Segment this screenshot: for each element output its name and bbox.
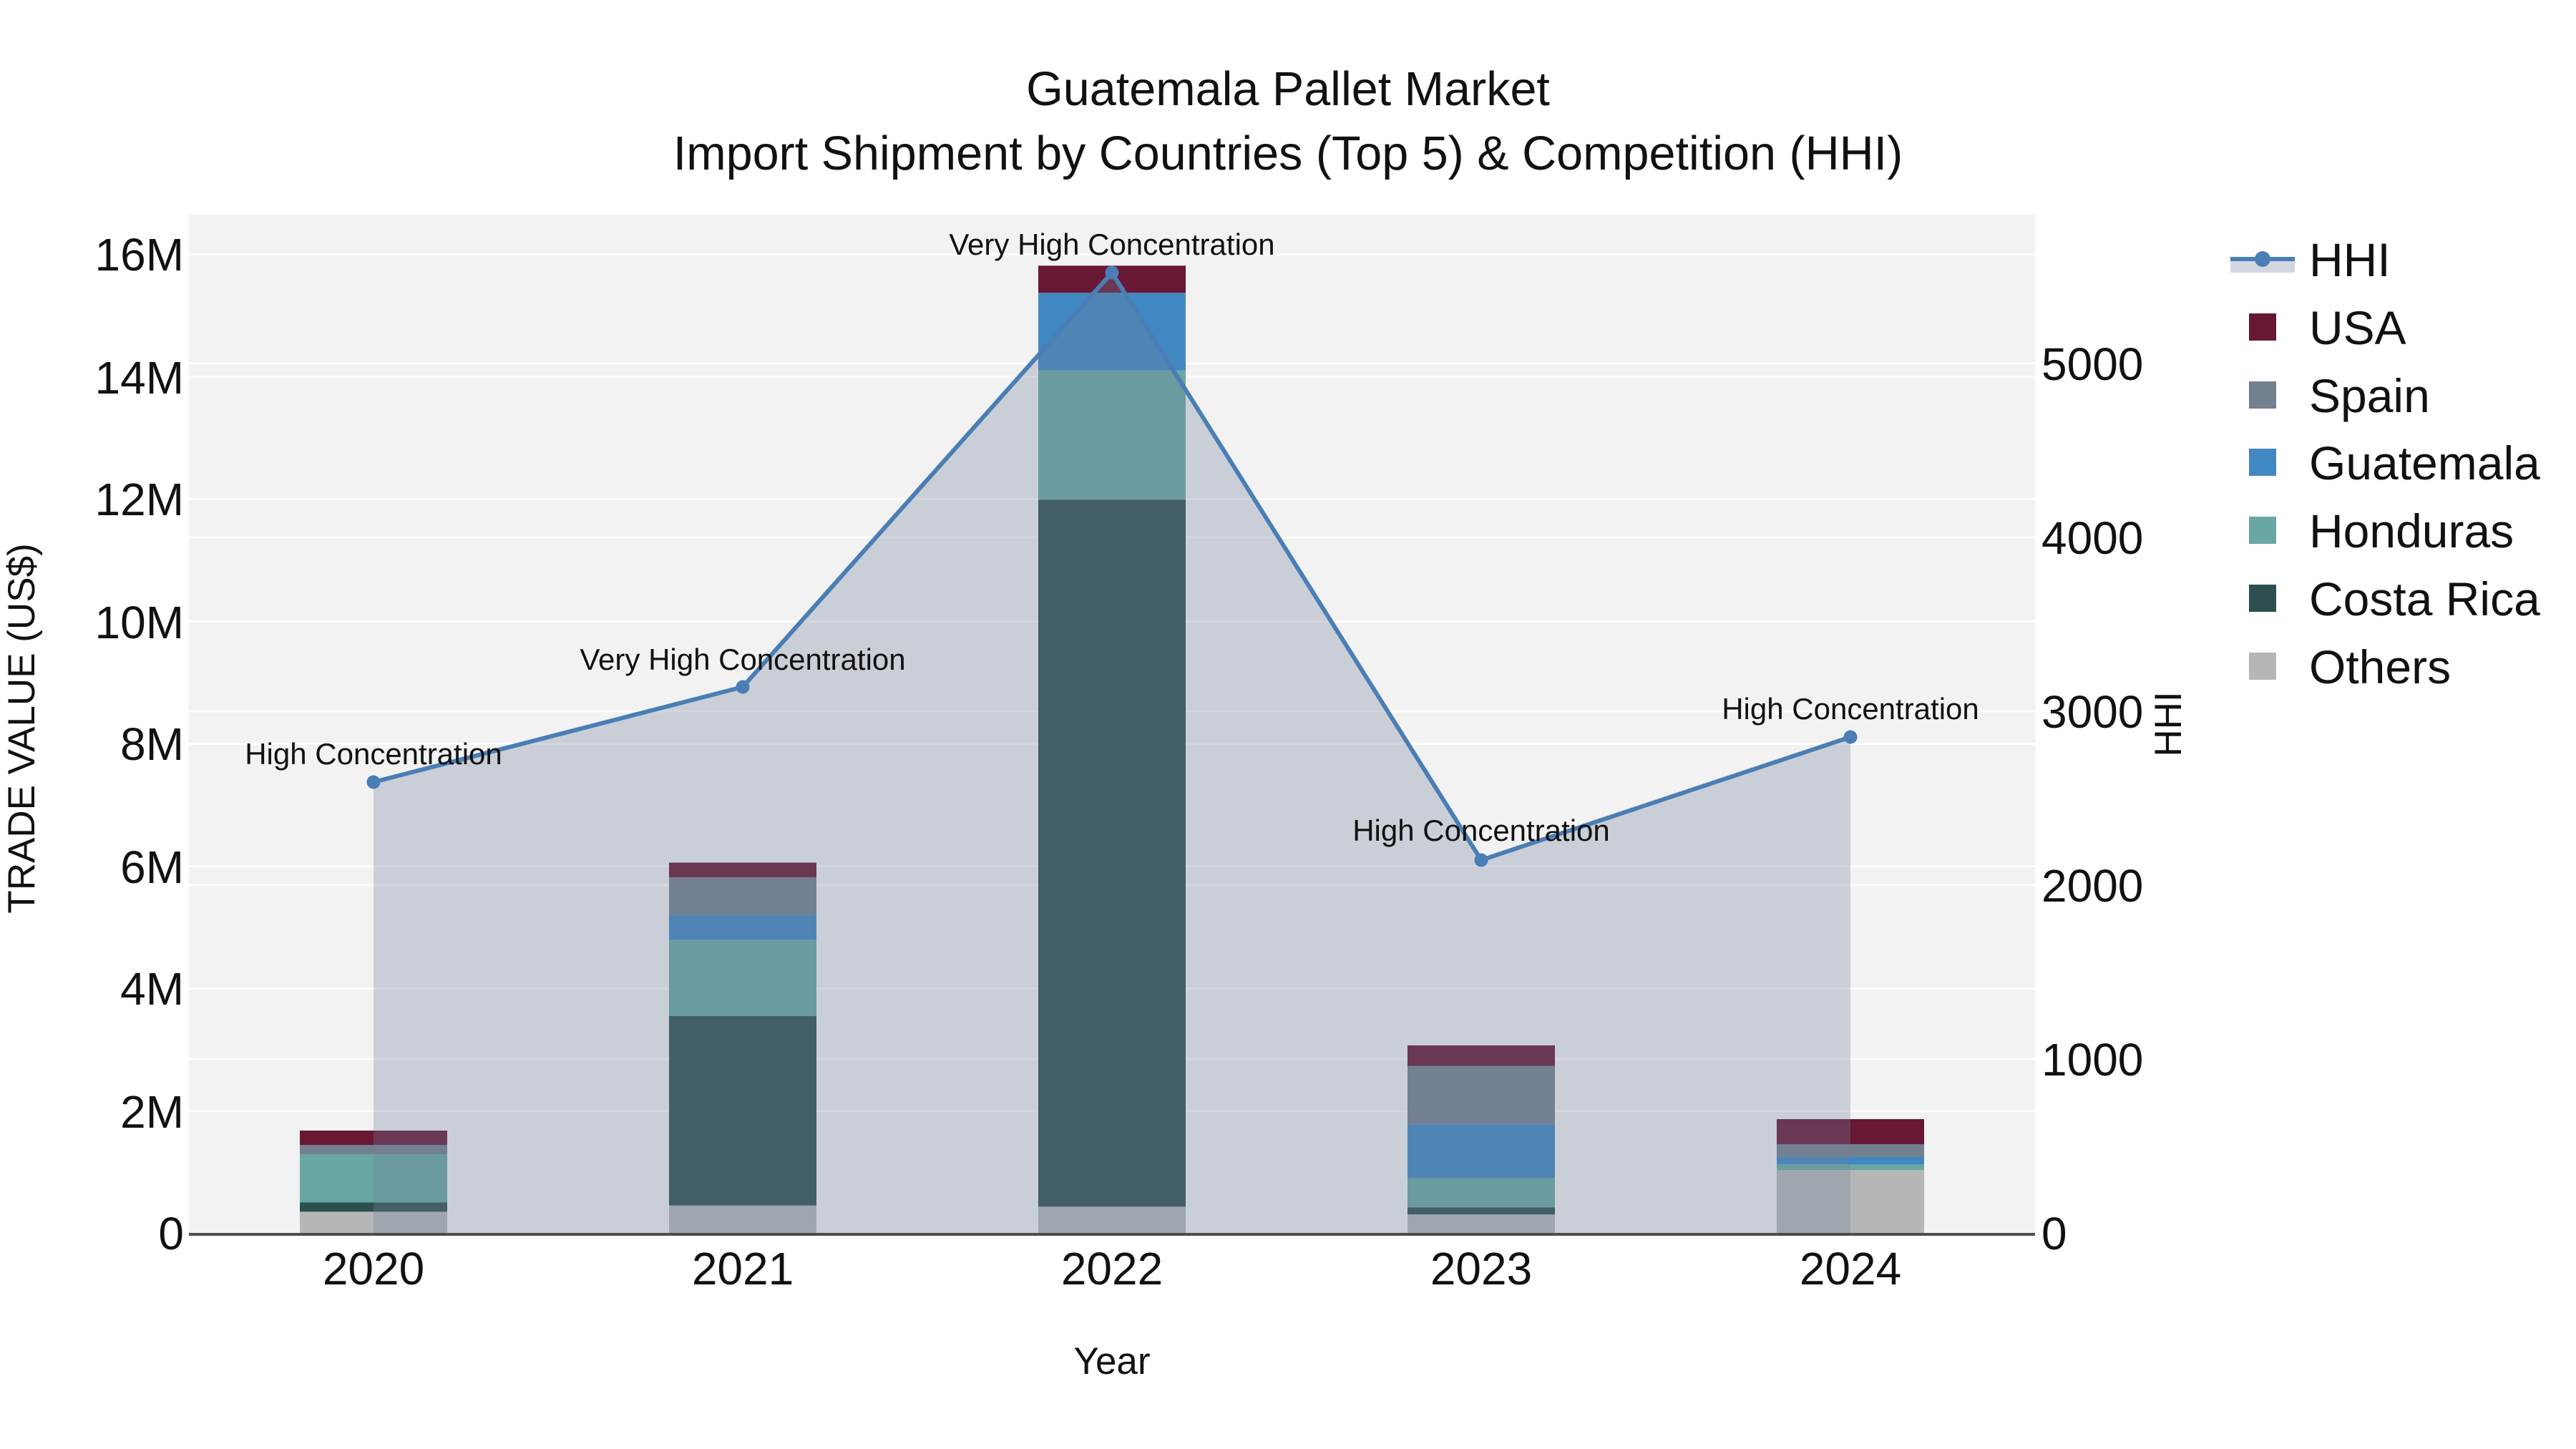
svg-text:10M: 10M bbox=[95, 597, 185, 648]
svg-text:3000: 3000 bbox=[2041, 686, 2143, 738]
svg-text:Year: Year bbox=[1073, 1340, 1150, 1382]
svg-text:Very High Concentration: Very High Concentration bbox=[949, 228, 1274, 261]
svg-text:HHI: HHI bbox=[2309, 233, 2391, 286]
svg-text:4M: 4M bbox=[120, 963, 184, 1015]
svg-text:High Concentration: High Concentration bbox=[1352, 814, 1610, 847]
svg-text:2M: 2M bbox=[120, 1086, 184, 1138]
svg-text:High Concentration: High Concentration bbox=[1722, 692, 1979, 726]
svg-text:4000: 4000 bbox=[2041, 512, 2143, 564]
svg-text:Very High Concentration: Very High Concentration bbox=[580, 643, 905, 676]
svg-text:Costa Rica: Costa Rica bbox=[2309, 572, 2540, 625]
svg-text:Others: Others bbox=[2309, 640, 2451, 693]
svg-text:Import Shipment by Countries (: Import Shipment by Countries (Top 5) & C… bbox=[673, 127, 1903, 180]
svg-text:12M: 12M bbox=[95, 474, 185, 525]
svg-text:16M: 16M bbox=[95, 229, 185, 280]
svg-text:2023: 2023 bbox=[1430, 1243, 1532, 1294]
svg-text:HHI: HHI bbox=[2147, 691, 2190, 756]
svg-text:TRADE VALUE (US$): TRADE VALUE (US$) bbox=[1, 543, 43, 913]
svg-text:Honduras: Honduras bbox=[2309, 504, 2514, 557]
svg-text:2022: 2022 bbox=[1061, 1243, 1163, 1294]
svg-text:Spain: Spain bbox=[2309, 369, 2430, 422]
svg-text:14M: 14M bbox=[95, 352, 185, 404]
svg-text:5000: 5000 bbox=[2041, 338, 2143, 390]
svg-text:0: 0 bbox=[158, 1208, 184, 1259]
svg-text:0: 0 bbox=[2041, 1208, 2067, 1259]
svg-text:Guatemala: Guatemala bbox=[2309, 436, 2540, 489]
svg-text:Guatemala Pallet Market: Guatemala Pallet Market bbox=[1026, 63, 1550, 116]
svg-text:USA: USA bbox=[2309, 301, 2406, 354]
svg-text:2021: 2021 bbox=[692, 1243, 794, 1294]
svg-text:8M: 8M bbox=[120, 718, 184, 770]
svg-text:2024: 2024 bbox=[1800, 1243, 1901, 1294]
svg-text:6M: 6M bbox=[120, 841, 184, 893]
svg-text:High Concentration: High Concentration bbox=[245, 737, 502, 771]
svg-text:1000: 1000 bbox=[2041, 1034, 2143, 1085]
svg-text:2020: 2020 bbox=[323, 1243, 424, 1294]
svg-text:2000: 2000 bbox=[2041, 860, 2143, 912]
